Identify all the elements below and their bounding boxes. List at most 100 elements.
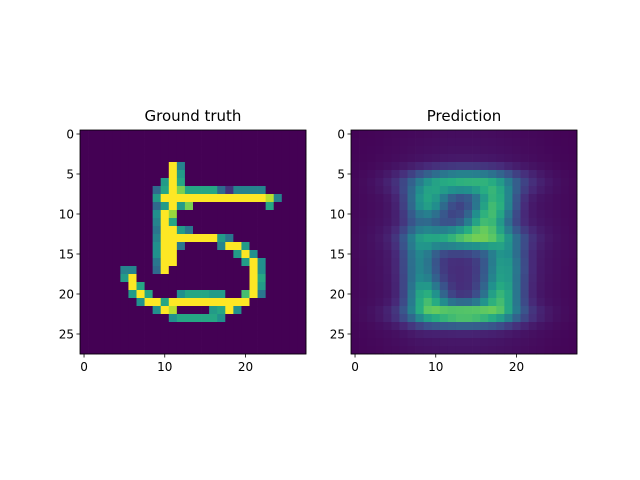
heatmap-cell bbox=[257, 226, 266, 235]
heatmap-cell bbox=[496, 330, 505, 339]
heatmap-cell bbox=[289, 210, 299, 219]
heatmap-cell bbox=[375, 306, 384, 315]
heatmap-cell bbox=[257, 130, 266, 139]
heatmap-cell bbox=[249, 138, 258, 147]
heatmap-cell bbox=[367, 218, 376, 227]
heatmap-cell bbox=[391, 218, 400, 227]
heatmap-cell bbox=[423, 226, 433, 235]
heatmap-cell bbox=[120, 242, 129, 251]
heatmap-cell bbox=[160, 210, 170, 219]
heatmap-cell bbox=[217, 202, 226, 211]
heatmap-cell bbox=[375, 226, 384, 235]
heatmap-cell bbox=[536, 170, 546, 179]
heatmap-cell bbox=[136, 170, 145, 179]
heatmap-cell bbox=[423, 154, 433, 163]
heatmap-cell bbox=[415, 290, 424, 299]
heatmap-cell bbox=[359, 290, 368, 299]
heatmap-cell bbox=[257, 314, 266, 323]
heatmap-cell bbox=[544, 178, 554, 187]
heatmap-cell bbox=[136, 322, 145, 331]
heatmap-cell bbox=[88, 282, 97, 291]
heatmap-cell bbox=[367, 242, 376, 251]
heatmap-cell bbox=[80, 274, 89, 283]
heatmap-cell bbox=[423, 218, 433, 227]
heatmap-cell bbox=[297, 250, 307, 259]
heatmap-cell bbox=[552, 250, 562, 259]
heatmap-cell bbox=[359, 234, 368, 243]
heatmap-cell bbox=[560, 282, 570, 291]
heatmap-cell bbox=[96, 178, 105, 187]
heatmap-cell bbox=[160, 154, 170, 163]
heatmap-cell bbox=[407, 170, 416, 179]
heatmap-cell bbox=[176, 298, 186, 307]
heatmap-cell bbox=[431, 218, 441, 227]
heatmap-cell bbox=[225, 250, 234, 259]
heatmap-cell bbox=[96, 290, 105, 299]
heatmap-cell bbox=[447, 170, 457, 179]
heatmap-cell bbox=[281, 338, 291, 347]
heatmap-cell bbox=[289, 154, 299, 163]
heatmap-cell bbox=[289, 218, 299, 227]
heatmap-cell bbox=[273, 202, 283, 211]
heatmap-cell bbox=[168, 322, 178, 331]
heatmap-cell bbox=[193, 178, 202, 187]
heatmap-cell bbox=[281, 330, 291, 339]
heatmap-cell bbox=[536, 178, 546, 187]
heatmap-cell bbox=[289, 258, 299, 267]
heatmap-cell bbox=[375, 146, 384, 155]
heatmap-cell bbox=[128, 218, 137, 227]
heatmap-cell bbox=[383, 154, 392, 163]
heatmap-cell bbox=[88, 314, 97, 323]
heatmap-cell bbox=[144, 162, 153, 171]
heatmap-cell bbox=[415, 226, 424, 235]
heatmap-cell bbox=[80, 186, 89, 195]
heatmap-cell bbox=[552, 218, 562, 227]
heatmap-cell bbox=[225, 202, 234, 211]
heatmap-cell bbox=[88, 138, 97, 147]
heatmap-cell bbox=[383, 178, 392, 187]
heatmap-cell bbox=[217, 314, 226, 323]
heatmap-cell bbox=[96, 162, 105, 171]
heatmap-cell bbox=[528, 306, 537, 315]
heatmap-cell bbox=[496, 282, 505, 291]
heatmap-cell bbox=[281, 242, 291, 251]
heatmap-cell bbox=[297, 218, 307, 227]
heatmap-cell bbox=[241, 194, 250, 203]
heatmap-cell bbox=[480, 338, 489, 347]
heatmap-cell bbox=[80, 322, 89, 331]
heatmap-cell bbox=[257, 210, 266, 219]
heatmap-cell bbox=[383, 242, 392, 251]
heatmap-cell bbox=[241, 170, 250, 179]
heatmap-cell bbox=[265, 258, 275, 267]
heatmap-cell bbox=[225, 298, 234, 307]
heatmap-cell bbox=[88, 210, 97, 219]
heatmap-cell bbox=[80, 234, 89, 243]
heatmap-cell bbox=[536, 338, 546, 347]
heatmap-cell bbox=[120, 250, 129, 259]
heatmap-cell bbox=[383, 330, 392, 339]
heatmap-cell bbox=[249, 306, 258, 315]
y-tick-label: 20 bbox=[330, 287, 345, 301]
heatmap-cell bbox=[160, 258, 170, 267]
heatmap-cell bbox=[217, 242, 226, 251]
heatmap-cell bbox=[528, 258, 537, 267]
heatmap-cell bbox=[447, 210, 457, 219]
heatmap-cell bbox=[144, 154, 153, 163]
heatmap-cell bbox=[241, 162, 250, 171]
heatmap-cell bbox=[96, 306, 105, 315]
heatmap-cell bbox=[168, 194, 178, 203]
heatmap-cell bbox=[488, 194, 497, 203]
heatmap-cell bbox=[488, 306, 497, 315]
heatmap-cell bbox=[520, 298, 529, 307]
heatmap-cell bbox=[184, 210, 194, 219]
heatmap-cell bbox=[472, 162, 481, 171]
heatmap-cell bbox=[375, 290, 384, 299]
heatmap-cell bbox=[472, 170, 481, 179]
heatmap-cell bbox=[544, 314, 554, 323]
heatmap-cell bbox=[128, 346, 137, 355]
heatmap-cell bbox=[439, 242, 449, 251]
heatmap-cell bbox=[112, 202, 121, 211]
heatmap-cell bbox=[176, 154, 186, 163]
heatmap-cell bbox=[265, 202, 275, 211]
heatmap-cell bbox=[241, 154, 250, 163]
